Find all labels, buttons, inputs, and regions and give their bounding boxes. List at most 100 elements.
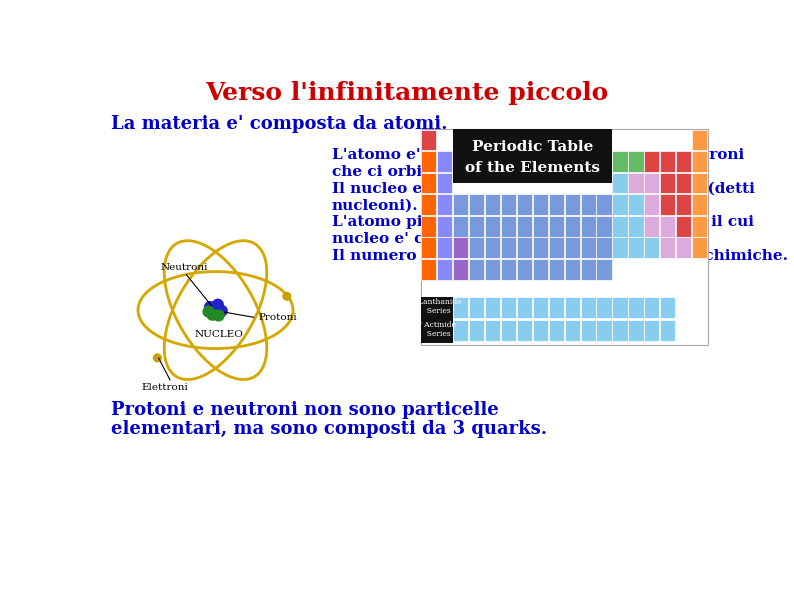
- Circle shape: [213, 310, 224, 321]
- Bar: [565, 298, 580, 318]
- Bar: [422, 237, 437, 258]
- Bar: [661, 321, 676, 342]
- Bar: [501, 237, 516, 258]
- Bar: [565, 259, 580, 280]
- Bar: [549, 259, 564, 280]
- Bar: [596, 216, 611, 237]
- Bar: [661, 216, 676, 237]
- Bar: [437, 237, 453, 258]
- Bar: [628, 298, 643, 318]
- Text: * Lanthanide
  Series: * Lanthanide Series: [412, 298, 461, 315]
- Circle shape: [213, 299, 223, 310]
- Bar: [692, 216, 707, 237]
- Bar: [596, 298, 611, 318]
- Bar: [501, 216, 516, 237]
- Bar: [485, 216, 500, 237]
- Text: Neutroni: Neutroni: [161, 263, 208, 273]
- Bar: [485, 237, 500, 258]
- Text: Periodic Table: Periodic Table: [472, 140, 593, 154]
- Bar: [422, 259, 437, 280]
- Bar: [644, 237, 660, 258]
- Text: * Actinide
  Series: * Actinide Series: [418, 321, 456, 339]
- Bar: [580, 237, 596, 258]
- Bar: [612, 151, 627, 172]
- Bar: [676, 151, 692, 172]
- Text: nucleo e' composto da un solo protone.: nucleo e' composto da un solo protone.: [332, 232, 666, 246]
- Bar: [692, 237, 707, 258]
- Bar: [549, 216, 564, 237]
- Bar: [628, 173, 643, 193]
- Bar: [644, 216, 660, 237]
- Bar: [644, 173, 660, 193]
- Text: Il nucleo e' composto da protoni e neutroni (detti: Il nucleo e' composto da protoni e neutr…: [332, 181, 754, 196]
- Bar: [661, 298, 676, 318]
- Bar: [692, 173, 707, 193]
- Bar: [437, 194, 453, 215]
- Bar: [469, 298, 484, 318]
- Bar: [549, 298, 564, 318]
- Bar: [501, 194, 516, 215]
- Bar: [692, 194, 707, 215]
- Bar: [517, 298, 532, 318]
- Bar: [549, 237, 564, 258]
- Bar: [580, 321, 596, 342]
- Bar: [628, 237, 643, 258]
- Bar: [565, 237, 580, 258]
- Bar: [549, 321, 564, 342]
- Bar: [469, 237, 484, 258]
- Bar: [437, 216, 453, 237]
- Bar: [612, 194, 627, 215]
- Text: nucleoni).: nucleoni).: [332, 198, 418, 212]
- Circle shape: [283, 292, 291, 300]
- Text: Protoni e neutroni non sono particelle: Protoni e neutroni non sono particelle: [111, 401, 499, 419]
- Bar: [517, 216, 532, 237]
- Bar: [421, 297, 453, 343]
- Bar: [422, 130, 437, 151]
- Bar: [676, 237, 692, 258]
- Bar: [517, 194, 532, 215]
- Bar: [469, 259, 484, 280]
- Bar: [469, 216, 484, 237]
- Bar: [453, 237, 468, 258]
- Bar: [644, 321, 660, 342]
- Bar: [437, 151, 453, 172]
- Bar: [422, 151, 437, 172]
- Bar: [533, 237, 548, 258]
- Bar: [612, 216, 627, 237]
- Bar: [565, 321, 580, 342]
- Bar: [453, 321, 468, 342]
- Bar: [501, 298, 516, 318]
- Bar: [692, 151, 707, 172]
- Bar: [549, 194, 564, 215]
- Bar: [596, 194, 611, 215]
- Text: Mendeleev, 1869: Mendeleev, 1869: [514, 278, 646, 293]
- Bar: [485, 259, 500, 280]
- Bar: [580, 298, 596, 318]
- Bar: [644, 298, 660, 318]
- Circle shape: [216, 305, 227, 317]
- Bar: [580, 216, 596, 237]
- Bar: [533, 298, 548, 318]
- Bar: [676, 216, 692, 237]
- Bar: [628, 321, 643, 342]
- Bar: [661, 151, 676, 172]
- Text: Protoni: Protoni: [258, 314, 297, 322]
- Bar: [437, 173, 453, 193]
- Bar: [628, 151, 643, 172]
- Bar: [517, 259, 532, 280]
- Bar: [596, 321, 611, 342]
- Bar: [596, 259, 611, 280]
- Bar: [469, 321, 484, 342]
- Bar: [565, 216, 580, 237]
- Text: elementari, ma sono composti da 3 quarks.: elementari, ma sono composti da 3 quarks…: [111, 421, 547, 439]
- Bar: [422, 194, 437, 215]
- Circle shape: [207, 309, 218, 320]
- Bar: [533, 321, 548, 342]
- Bar: [580, 194, 596, 215]
- Text: L'atomo piu' semplice e' quello di idrogeno, il cui: L'atomo piu' semplice e' quello di idrog…: [332, 215, 754, 229]
- Bar: [469, 194, 484, 215]
- Text: La materia e' composta da atomi.: La materia e' composta da atomi.: [111, 115, 447, 133]
- Bar: [644, 151, 660, 172]
- Bar: [453, 298, 468, 318]
- Bar: [612, 173, 627, 193]
